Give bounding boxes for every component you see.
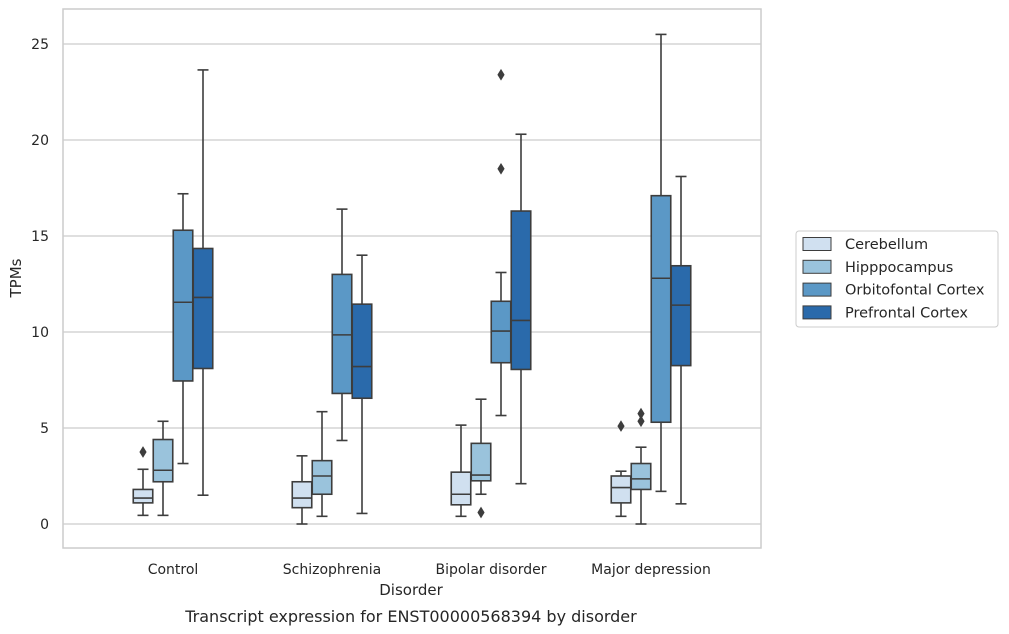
iqr-box bbox=[610, 475, 632, 504]
x-tick-label: Schizophrenia bbox=[283, 562, 381, 578]
outlier-point bbox=[139, 446, 147, 458]
y-tick-label: 5 bbox=[40, 421, 49, 437]
iqr-box bbox=[132, 488, 154, 504]
y-tick-label: 10 bbox=[31, 325, 49, 341]
legend-label: Hipppocampus bbox=[845, 260, 953, 276]
box-cerebellum-3 bbox=[610, 420, 632, 518]
outlier-point bbox=[637, 415, 645, 428]
legend-swatch bbox=[802, 237, 832, 251]
outlier-point bbox=[617, 420, 625, 432]
y-tick-label: 0 bbox=[40, 517, 49, 533]
box-prefrontal-cortex-3 bbox=[670, 175, 692, 505]
box-cerebellum-0 bbox=[132, 446, 154, 517]
box-orbitofontal-cortex-0 bbox=[172, 192, 194, 465]
iqr-box bbox=[650, 194, 672, 424]
outlier-point bbox=[497, 162, 505, 175]
legend-swatch bbox=[802, 282, 832, 297]
legend-label: Orbitofontal Cortex bbox=[845, 283, 985, 299]
iqr-box bbox=[172, 229, 194, 382]
iqr-box bbox=[450, 471, 472, 506]
box-orbitofontal-cortex-1 bbox=[331, 208, 353, 442]
legend-swatch bbox=[802, 259, 832, 274]
chart-caption: Transcript expression for ENST0000056839… bbox=[184, 607, 637, 626]
iqr-box bbox=[311, 459, 333, 496]
outlier-point bbox=[477, 506, 485, 519]
box-cerebellum-1 bbox=[291, 455, 313, 525]
x-axis-label: Disorder bbox=[379, 581, 443, 599]
iqr-box bbox=[331, 273, 353, 395]
iqr-box bbox=[670, 264, 692, 367]
legend: Cerebellum Hipppocampus Orbitofontal Corte… bbox=[795, 230, 999, 328]
iqr-box bbox=[470, 442, 492, 482]
box-hipppocampus-2 bbox=[470, 398, 492, 519]
x-tick-labels: Control Schizophrenia Bipolar disorder Majo… bbox=[148, 562, 711, 578]
y-axis-label: TPMs bbox=[7, 258, 25, 298]
box-orbitofontal-cortex-3 bbox=[650, 33, 672, 493]
iqr-box bbox=[510, 210, 532, 371]
iqr-box bbox=[192, 247, 214, 370]
outlier-point bbox=[497, 68, 505, 81]
box-orbitofontal-cortex-2 bbox=[490, 68, 512, 417]
boxes bbox=[132, 33, 692, 525]
y-tick-label: 20 bbox=[31, 133, 49, 149]
iqr-box bbox=[351, 303, 373, 400]
legend-frame bbox=[795, 230, 999, 328]
box-hipppocampus-0 bbox=[152, 420, 174, 517]
plot-frame bbox=[62, 8, 762, 549]
y-tick-label: 15 bbox=[31, 229, 49, 245]
iqr-box bbox=[152, 438, 174, 483]
legend-swatch bbox=[802, 305, 832, 320]
legend-label: Prefrontal Cortex bbox=[845, 305, 968, 321]
outlier-point bbox=[637, 407, 645, 420]
x-tick-label: Bipolar disorder bbox=[435, 562, 546, 578]
y-tick-labels: 0 5 10 15 20 25 bbox=[31, 37, 49, 533]
x-tick-label: Major depression bbox=[591, 562, 711, 578]
iqr-box bbox=[490, 300, 512, 364]
iqr-box bbox=[291, 480, 313, 509]
box-prefrontal-cortex-1 bbox=[351, 254, 373, 515]
legend-label: Cerebellum bbox=[845, 237, 928, 253]
x-tick-label: Control bbox=[148, 562, 199, 578]
y-tick-label: 25 bbox=[31, 37, 49, 53]
box-prefrontal-cortex-2 bbox=[510, 133, 532, 485]
box-hipppocampus-3 bbox=[630, 407, 652, 525]
box-prefrontal-cortex-0 bbox=[192, 69, 214, 497]
box-cerebellum-2 bbox=[450, 424, 472, 518]
iqr-box bbox=[630, 462, 652, 491]
box-hipppocampus-1 bbox=[311, 410, 333, 518]
